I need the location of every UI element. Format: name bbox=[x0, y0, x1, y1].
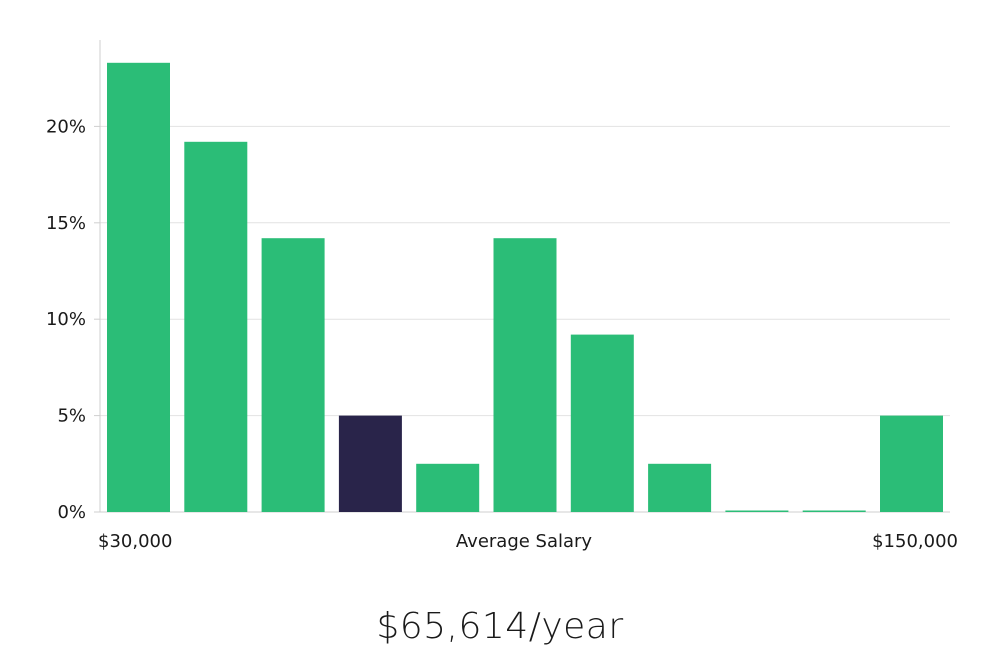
y-axis-ticks: 0% 5% 10% 15% 20% bbox=[46, 116, 100, 523]
bar bbox=[184, 141, 248, 513]
x-max-label: $150,000 bbox=[872, 531, 958, 552]
x-axis-title: Average Salary bbox=[456, 531, 593, 552]
y-tick-label: 15% bbox=[46, 213, 86, 234]
bar bbox=[725, 510, 789, 512]
bar bbox=[802, 510, 866, 512]
bars-group bbox=[107, 62, 943, 513]
bar-highlighted bbox=[338, 415, 402, 512]
bar bbox=[493, 238, 557, 512]
bar bbox=[880, 415, 943, 512]
bar bbox=[648, 463, 712, 512]
y-tick-label: 10% bbox=[46, 309, 86, 330]
y-tick-label: 0% bbox=[57, 502, 86, 523]
average-salary-value: $65,614/year bbox=[376, 606, 624, 647]
bar bbox=[261, 238, 325, 512]
x-min-label: $30,000 bbox=[98, 531, 172, 552]
y-tick-label: 20% bbox=[46, 116, 86, 137]
bar bbox=[570, 334, 634, 512]
salary-histogram-chart: 0% 5% 10% 15% 20% $30,000 Average Salary $15… bbox=[46, 40, 958, 552]
bar bbox=[107, 62, 170, 513]
y-tick-label: 5% bbox=[57, 406, 86, 427]
bar bbox=[416, 463, 480, 512]
